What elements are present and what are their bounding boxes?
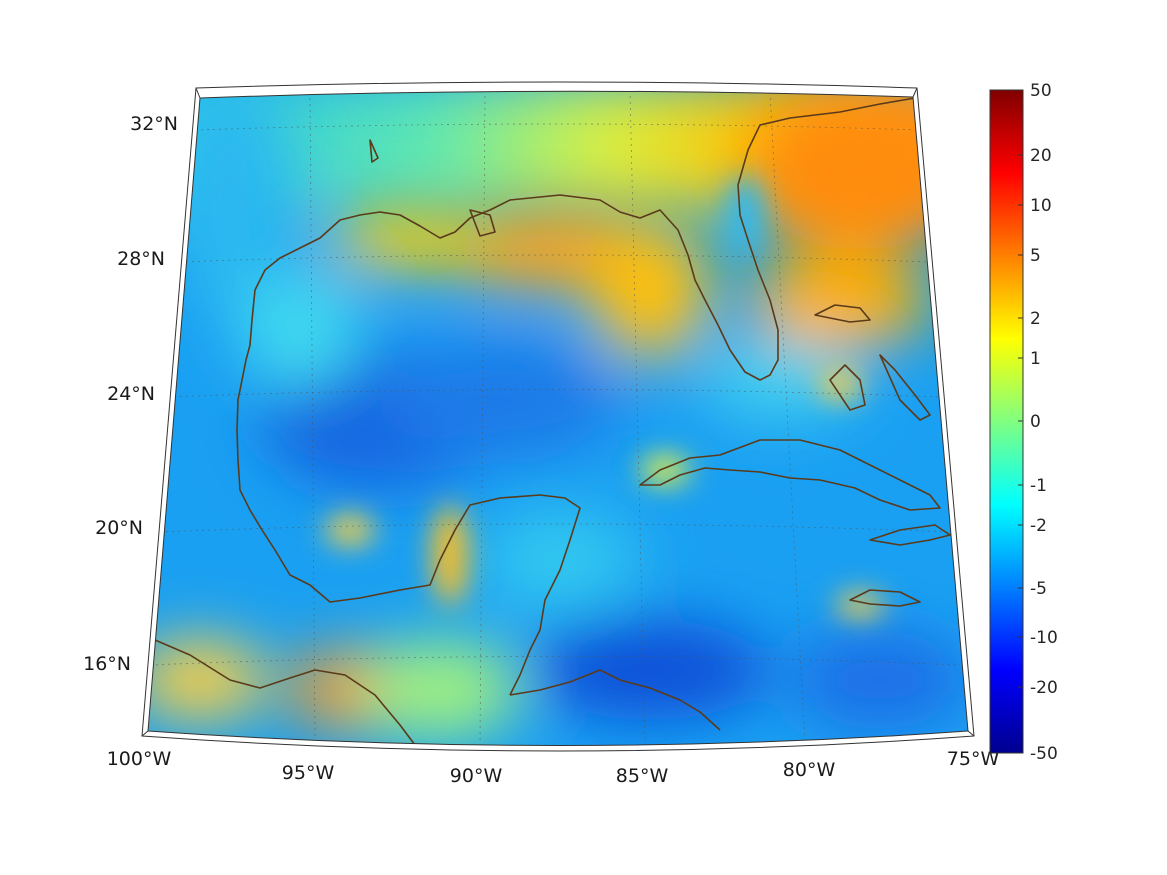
colorbar-label-neg50: -50 — [1030, 744, 1058, 764]
colorbar-label-neg1: -1 — [1030, 476, 1047, 496]
coastlines — [154, 97, 951, 746]
colorbar: 50 20 10 5 2 1 0 -1 -2 -5 -10 -20 -50 — [989, 81, 1058, 764]
lat-label-20: 20°N — [95, 517, 143, 539]
lat-label-16: 16°N — [83, 653, 131, 675]
lat-label-24: 24°N — [107, 383, 155, 405]
longitude-labels: 100°W 95°W 90°W 85°W 80°W 75°W — [107, 748, 1000, 787]
graticule — [149, 91, 961, 746]
colorbar-label-0: 0 — [1030, 412, 1041, 432]
colorbar-label-neg5: -5 — [1030, 579, 1047, 599]
lon-label-80: 80°W — [783, 759, 836, 781]
lat-label-28: 28°N — [117, 248, 165, 270]
colorbar-label-5: 5 — [1030, 246, 1041, 266]
colorbar-label-2: 2 — [1030, 309, 1041, 329]
data-field — [148, 91, 968, 746]
lon-label-95: 95°W — [282, 762, 335, 784]
latitude-labels: 32°N 28°N 24°N 20°N 16°N — [83, 113, 178, 675]
colorbar-ticks — [1018, 154, 1023, 688]
lon-label-85: 85°W — [616, 765, 669, 787]
colorbar-gradient — [989, 89, 1024, 754]
colorbar-label-neg2: -2 — [1030, 516, 1047, 536]
colorbar-label-10: 10 — [1030, 196, 1052, 216]
colorbar-label-20: 20 — [1030, 146, 1052, 166]
map-frame — [141, 81, 975, 752]
lon-label-75: 75°W — [947, 748, 1000, 770]
lon-label-90: 90°W — [450, 765, 503, 787]
colorbar-label-1: 1 — [1030, 349, 1041, 369]
lat-label-32: 32°N — [130, 113, 178, 135]
lon-label-100: 100°W — [107, 748, 172, 770]
colorbar-label-neg10: -10 — [1030, 628, 1058, 648]
colorbar-label-50: 50 — [1030, 81, 1052, 101]
colorbar-label-neg20: -20 — [1030, 678, 1058, 698]
